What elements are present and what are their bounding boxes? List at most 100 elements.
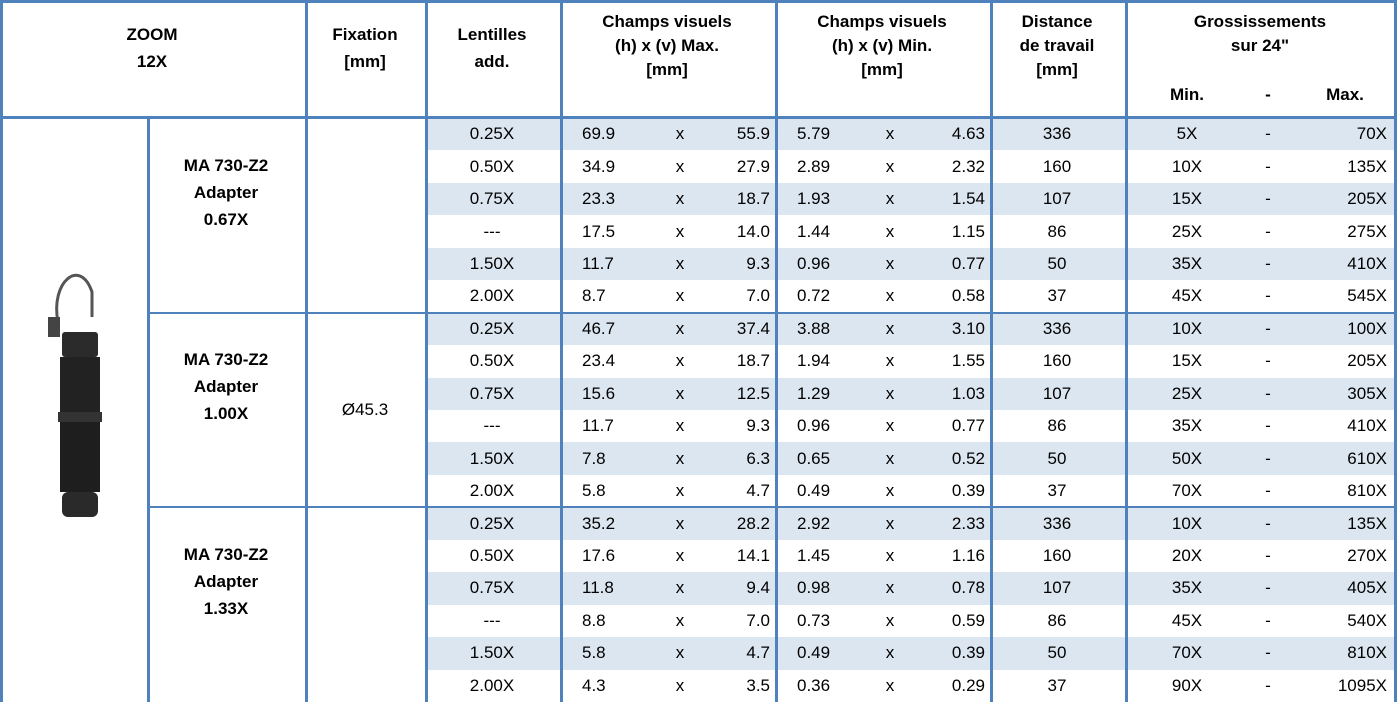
separator: x bbox=[675, 156, 685, 176]
separator: - bbox=[1265, 189, 1271, 209]
separator: x bbox=[885, 286, 895, 306]
header-text: add. bbox=[474, 52, 510, 71]
lens-cell: 2.00X bbox=[469, 286, 515, 306]
header-text: [mm] bbox=[861, 60, 903, 79]
lens-cell: 2.00X bbox=[469, 481, 515, 501]
magnification-cell: 70X bbox=[1171, 481, 1203, 501]
border-line bbox=[147, 118, 150, 702]
border-line bbox=[0, 0, 3, 702]
distance-cell: 336 bbox=[1042, 124, 1072, 144]
magnification-cell: 35X bbox=[1171, 578, 1203, 598]
field-cell: 1.54 bbox=[951, 189, 985, 209]
separator: x bbox=[885, 610, 895, 630]
lens-cell: 0.50X bbox=[469, 156, 515, 176]
field-cell: 0.49 bbox=[797, 643, 831, 663]
header-text: - bbox=[1265, 85, 1271, 104]
field-cell: 18.7 bbox=[736, 351, 770, 371]
lens-cell: 1.50X bbox=[469, 448, 515, 468]
field-cell: 1.94 bbox=[797, 351, 831, 371]
magnification-cell: 135X bbox=[1347, 513, 1387, 533]
magnification-cell: 305X bbox=[1347, 383, 1387, 403]
separator: x bbox=[885, 383, 895, 403]
header-text: Distance bbox=[1021, 12, 1093, 31]
lens-cell: 0.25X bbox=[469, 513, 515, 533]
field-cell: 1.15 bbox=[951, 221, 985, 241]
distance-cell: 50 bbox=[1047, 448, 1067, 468]
magnification-cell: 35X bbox=[1171, 254, 1203, 273]
separator: - bbox=[1265, 124, 1271, 144]
border-line bbox=[147, 311, 1397, 314]
separator: - bbox=[1265, 286, 1271, 306]
field-cell: 14.0 bbox=[736, 221, 770, 241]
header-text: Max. bbox=[1326, 85, 1364, 104]
field-cell: 34.9 bbox=[582, 156, 616, 176]
magnification-cell: 35X bbox=[1171, 416, 1203, 436]
row-band bbox=[425, 377, 1397, 410]
border-line bbox=[0, 116, 1397, 119]
magnification-cell: 100X bbox=[1347, 318, 1387, 338]
distance-cell: 50 bbox=[1047, 643, 1067, 663]
header-text: [mm] bbox=[1036, 60, 1078, 79]
product-image bbox=[48, 273, 102, 517]
field-cell: 5.8 bbox=[582, 481, 606, 501]
magnification-cell: 810X bbox=[1347, 643, 1387, 663]
magnification-cell: 410X bbox=[1347, 416, 1387, 436]
distance-cell: 86 bbox=[1047, 610, 1067, 630]
magnification-cell: 15X bbox=[1171, 351, 1203, 371]
field-cell: 1.44 bbox=[797, 221, 831, 241]
separator: x bbox=[675, 124, 685, 144]
field-cell: 7.0 bbox=[746, 610, 770, 630]
magnification-cell: 15X bbox=[1171, 189, 1203, 209]
distance-cell: 86 bbox=[1047, 416, 1067, 436]
magnification-cell: 135X bbox=[1347, 156, 1387, 176]
field-cell: 1.29 bbox=[797, 383, 831, 403]
separator: x bbox=[675, 254, 685, 273]
separator: x bbox=[675, 610, 685, 630]
row-band bbox=[425, 637, 1397, 670]
separator: - bbox=[1265, 156, 1271, 176]
field-cell: 0.77 bbox=[951, 416, 985, 436]
distance-cell: 160 bbox=[1042, 156, 1072, 176]
separator: - bbox=[1265, 578, 1271, 598]
magnification-cell: 410X bbox=[1347, 254, 1387, 273]
adapter-label: Adapter bbox=[193, 377, 259, 397]
field-cell: 12.5 bbox=[736, 383, 770, 403]
field-cell: 8.7 bbox=[582, 286, 606, 306]
lens-cell: 1.50X bbox=[469, 254, 515, 273]
magnification-cell: 205X bbox=[1347, 189, 1387, 209]
border-line bbox=[990, 0, 993, 702]
field-cell: 27.9 bbox=[736, 156, 770, 176]
separator: x bbox=[885, 156, 895, 176]
border-line bbox=[775, 0, 778, 702]
field-cell: 0.59 bbox=[951, 610, 985, 630]
field-cell: 28.2 bbox=[736, 513, 770, 533]
separator: x bbox=[885, 124, 895, 144]
row-band bbox=[425, 182, 1397, 216]
field-cell: 4.63 bbox=[951, 124, 985, 144]
field-cell: 9.3 bbox=[746, 416, 770, 436]
magnification-cell: 10X bbox=[1171, 318, 1203, 338]
field-cell: 0.65 bbox=[797, 448, 831, 468]
magnification-cell: 25X bbox=[1171, 383, 1203, 403]
magnification-cell: 275X bbox=[1347, 221, 1387, 241]
separator: - bbox=[1265, 675, 1271, 695]
field-cell: 0.52 bbox=[951, 448, 985, 468]
header-text: Grossissements bbox=[1193, 12, 1327, 31]
header-text: ZOOM bbox=[126, 25, 178, 44]
separator: x bbox=[675, 351, 685, 371]
header-text: Lentilles bbox=[457, 25, 527, 44]
magnification-cell: 10X bbox=[1171, 156, 1203, 176]
lens-cell: 0.75X bbox=[469, 578, 515, 598]
lens-cell: --- bbox=[483, 221, 501, 241]
field-cell: 2.89 bbox=[797, 156, 831, 176]
adapter-label: MA 730-Z2 bbox=[183, 155, 269, 175]
field-cell: 3.88 bbox=[797, 318, 831, 338]
field-cell: 2.32 bbox=[951, 156, 985, 176]
separator: - bbox=[1265, 383, 1271, 403]
separator: x bbox=[675, 643, 685, 663]
field-cell: 17.5 bbox=[582, 221, 616, 241]
lens-cell: 0.50X bbox=[469, 351, 515, 371]
field-cell: 7.8 bbox=[582, 448, 606, 468]
row-band bbox=[425, 118, 1397, 151]
